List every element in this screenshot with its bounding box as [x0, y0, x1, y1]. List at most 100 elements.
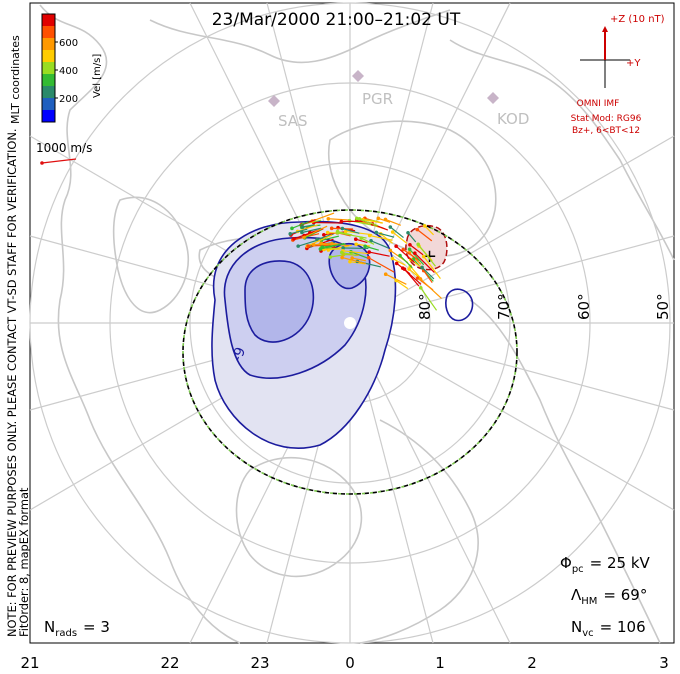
velocity-vector: [313, 243, 332, 246]
coastline-hudson: [112, 196, 189, 314]
velocity-vector: [361, 237, 375, 245]
velocity-vector: [342, 250, 369, 255]
vector-origin: [366, 255, 371, 260]
hm-boundary: [182, 209, 518, 495]
vector-origin: [369, 238, 373, 243]
velocity-vector: [303, 225, 328, 238]
vector-origin: [421, 254, 426, 259]
vector-origin: [300, 230, 304, 235]
vector-origin: [300, 225, 305, 229]
colorbar-tick-400: 400: [59, 66, 78, 77]
velocity-vector: [364, 245, 379, 251]
velocity-vector: [421, 267, 435, 280]
velocity-vector: [409, 244, 424, 256]
colorbar-cell: [42, 86, 55, 99]
station-marker-pgr: [352, 70, 364, 82]
vector-origin: [306, 244, 310, 248]
station-label-sas: SAS: [278, 112, 308, 130]
velocity-vector: [395, 245, 415, 264]
vector-origin: [388, 248, 393, 253]
vector-origin: [339, 219, 344, 224]
velocity-vector: [370, 240, 389, 249]
n-rads-stat: Nrads = 3: [44, 618, 110, 639]
mlt-label-21: 21: [20, 654, 39, 672]
vector-origin: [407, 247, 412, 252]
velocity-vector: [392, 231, 408, 244]
colorbar-tick-600: 600: [59, 38, 78, 49]
statistics: Φpc = 25 kV ΛHM = 69° Nvc = 106 Nrads = 3: [44, 554, 651, 639]
vector-origin: [326, 216, 331, 221]
vector-origin: [343, 229, 348, 234]
vector-origin: [350, 256, 354, 260]
vector-origin: [398, 253, 402, 258]
station-label-kod: KOD: [497, 110, 529, 128]
velocity-vector: [341, 256, 366, 265]
map-title: 23/Mar/2000 21:00–21:02 UT: [212, 10, 461, 30]
colorbar-cells: [42, 14, 55, 123]
velocity-vector: [414, 252, 435, 273]
colorbar-label: Vel [m/s]: [92, 54, 103, 98]
vector-origin: [406, 230, 410, 235]
mlt-label-3: 3: [659, 654, 669, 672]
vector-origin: [367, 233, 372, 238]
velocity-vector: [350, 251, 369, 259]
velocity-vector: [419, 278, 442, 299]
coordinate-note: MLT coordinates: [9, 35, 22, 124]
vector-origin: [401, 247, 405, 252]
vector-origin: [367, 250, 371, 254]
vector-origin: [408, 242, 412, 247]
coastline-far-east: [449, 39, 675, 261]
velocity-vector: [369, 234, 393, 241]
positive-cell-marker: +: [422, 246, 437, 267]
vector-origin: [407, 267, 411, 271]
colorbar-tick-200: 200: [59, 94, 78, 105]
velocity-vector: [408, 268, 420, 278]
velocity-vector: [362, 219, 384, 224]
vector-origin: [400, 266, 405, 270]
station-label-pgr: PGR: [362, 90, 393, 108]
vector-origin: [322, 233, 326, 237]
velocity-vector: [407, 232, 417, 243]
vector-origin: [423, 224, 427, 228]
velocity-vectors: [288, 212, 442, 311]
scale-vector: 1000 m/s: [36, 141, 92, 165]
vector-origin: [341, 246, 345, 250]
velocity-vector: [402, 267, 422, 285]
vector-origin: [288, 232, 293, 236]
fit-order-note: FitOrder: 8, mapEX format: [17, 487, 31, 637]
velocity-vector: [416, 229, 433, 242]
colorbar: 600 400 200 Vel [m/s]: [41, 13, 103, 123]
vector-origin: [418, 286, 423, 290]
velocity-vector: [352, 257, 366, 262]
velocity-vector: [402, 249, 421, 262]
vector-origin: [311, 242, 316, 247]
colorbar-cell: [42, 74, 55, 87]
velocity-vector: [378, 217, 391, 223]
colorbar-cell: [42, 110, 55, 123]
velocity-vector: [369, 251, 390, 257]
vector-origin: [340, 226, 345, 231]
velocity-vector: [356, 217, 378, 227]
velocity-vector: [322, 243, 346, 248]
vector-origin: [394, 261, 399, 266]
negative-cell: [211, 220, 474, 450]
colorbar-cell: [42, 62, 55, 75]
velocity-vector: [293, 231, 313, 240]
colorbar-cell: [42, 98, 55, 111]
vector-origin: [328, 255, 333, 259]
vector-origin: [353, 237, 358, 242]
colorbar-cell: [42, 38, 55, 51]
preview-note: NOTE: FOR PREVIEW PURPOSES ONLY. PLEASE …: [5, 129, 19, 637]
station-marker-kod: [487, 92, 499, 104]
vector-origin: [339, 250, 344, 255]
vector-origin: [383, 272, 388, 277]
vector-origin: [302, 235, 306, 239]
mlt-label-1: 1: [435, 654, 445, 672]
mlt-label-22: 22: [160, 654, 179, 672]
velocity-vector: [409, 248, 425, 266]
vector-origin: [418, 277, 423, 281]
vector-origin: [394, 244, 398, 248]
mlt-label-2: 2: [527, 654, 537, 672]
vector-origin: [348, 259, 352, 264]
